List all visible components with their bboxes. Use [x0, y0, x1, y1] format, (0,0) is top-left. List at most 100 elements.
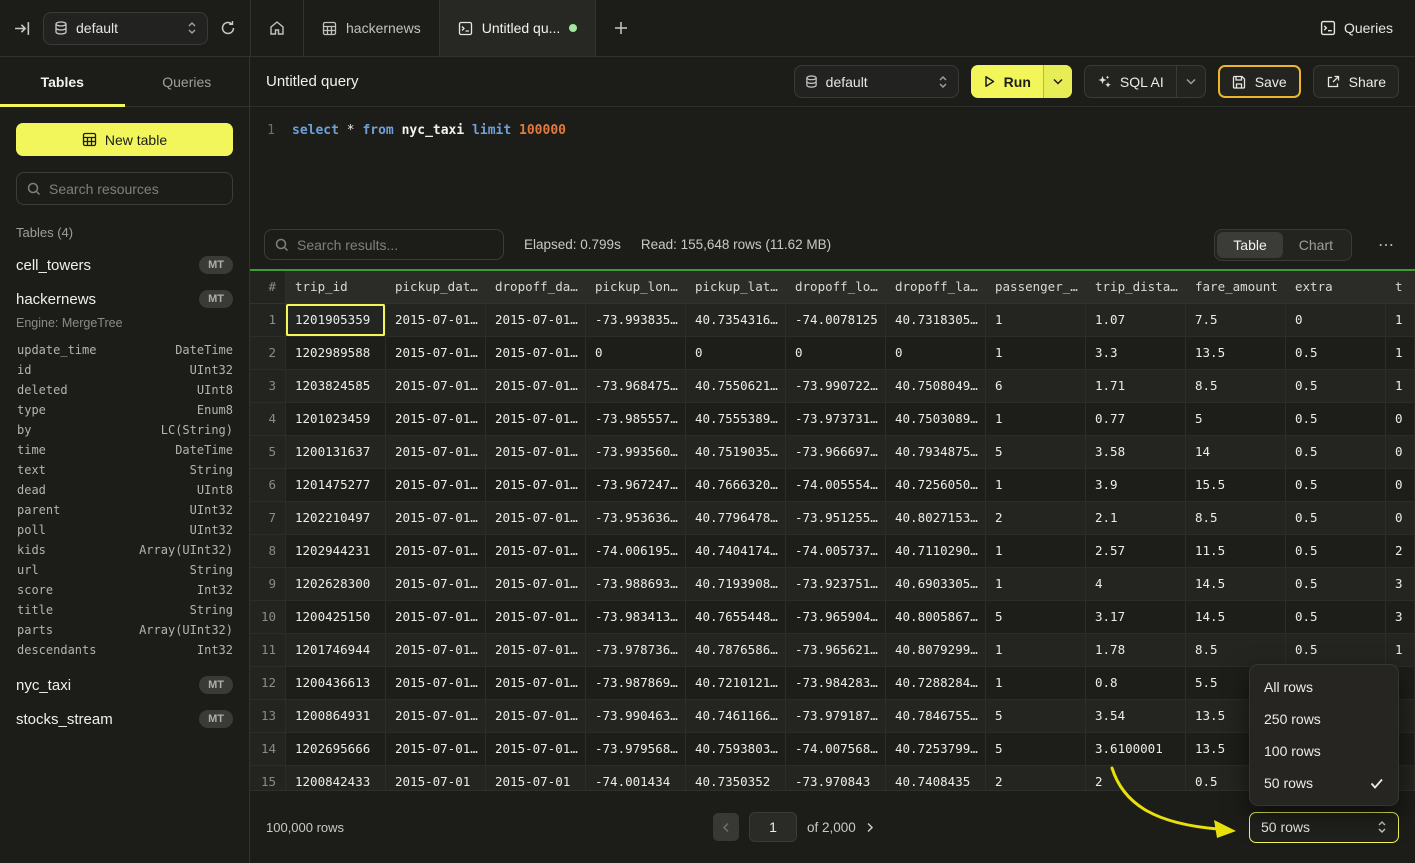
column-header-dropoff_la[interactable]: dropoff_la… — [886, 271, 986, 304]
table-cell[interactable]: 0.5 — [1286, 370, 1386, 403]
table-cell[interactable]: -73.953636… — [586, 502, 686, 535]
table-cell[interactable]: 8.5 — [1186, 502, 1286, 535]
sidebar-tab-tables[interactable]: Tables — [0, 57, 125, 106]
table-cell[interactable]: -73.983413… — [586, 601, 686, 634]
table-cell[interactable]: 7.5 — [1186, 304, 1286, 337]
sidebar-table-cell_towers[interactable]: cell_towersMT — [16, 256, 233, 274]
table-cell[interactable]: 2015-07-01… — [386, 535, 486, 568]
table-cell[interactable]: 2.57 — [1086, 535, 1186, 568]
table-cell[interactable]: 1.78 — [1086, 634, 1186, 667]
column-header-dropoff_lo[interactable]: dropoff_lo… — [786, 271, 886, 304]
table-cell[interactable]: 2015-07-01… — [486, 601, 586, 634]
table-cell[interactable]: 1200131637 — [286, 436, 386, 469]
table-cell[interactable]: 40.7354316… — [686, 304, 786, 337]
table-cell[interactable]: 2015-07-01… — [486, 304, 586, 337]
table-cell[interactable]: 1 — [986, 535, 1086, 568]
table-cell[interactable]: 2015-07-01… — [486, 700, 586, 733]
table-cell[interactable]: -73.970843 — [786, 766, 886, 790]
table-cell[interactable]: 1201905359 — [286, 304, 386, 337]
column-header-trip_id[interactable]: trip_id — [286, 271, 386, 304]
table-cell[interactable]: 2015-07-01… — [386, 502, 486, 535]
table-cell[interactable]: 5 — [986, 733, 1086, 766]
table-cell[interactable]: 40.8079299… — [886, 634, 986, 667]
table-cell[interactable]: 2015-07-01… — [386, 403, 486, 436]
table-cell[interactable]: 2015-07-01… — [486, 502, 586, 535]
table-cell[interactable]: 1201746944 — [286, 634, 386, 667]
table-cell[interactable]: 2015-07-01… — [486, 535, 586, 568]
table-cell[interactable]: 40.7253799… — [886, 733, 986, 766]
table-cell[interactable]: 11.5 — [1186, 535, 1286, 568]
table-cell[interactable]: 1.07 — [1086, 304, 1186, 337]
tab-hackernews[interactable]: hackernews — [304, 0, 440, 56]
table-cell[interactable]: 40.7846755… — [886, 700, 986, 733]
table-cell[interactable]: -73.968475… — [586, 370, 686, 403]
table-cell[interactable]: 1 — [1386, 634, 1415, 667]
table-cell[interactable]: 6 — [986, 370, 1086, 403]
table-cell[interactable]: 0 — [886, 337, 986, 370]
table-cell[interactable]: 2015-07-01… — [486, 667, 586, 700]
table-cell[interactable]: 1202628300 — [286, 568, 386, 601]
table-cell[interactable]: 0.5 — [1286, 337, 1386, 370]
table-cell[interactable]: 40.7666320… — [686, 469, 786, 502]
table-cell[interactable]: 2 — [1386, 535, 1415, 568]
table-cell[interactable]: 40.7408435 — [886, 766, 986, 790]
table-cell[interactable]: 40.8005867… — [886, 601, 986, 634]
table-cell[interactable]: 1202210497 — [286, 502, 386, 535]
table-cell[interactable]: 3.17 — [1086, 601, 1186, 634]
table-cell[interactable]: -74.007568… — [786, 733, 886, 766]
table-cell[interactable]: 2015-07-01… — [386, 370, 486, 403]
page-size-select[interactable]: 50 rows — [1249, 812, 1399, 843]
table-cell[interactable]: -73.979187… — [786, 700, 886, 733]
table-cell[interactable]: -74.001434 — [586, 766, 686, 790]
table-cell[interactable]: 15.5 — [1186, 469, 1286, 502]
tab-home[interactable] — [250, 0, 304, 56]
table-cell[interactable]: 2015-07-01 — [486, 766, 586, 790]
sql-ai-button[interactable]: SQL AI — [1085, 66, 1176, 97]
new-table-button[interactable]: New table — [16, 123, 233, 156]
table-cell[interactable]: 1201023459 — [286, 403, 386, 436]
table-cell[interactable]: 0.5 — [1286, 403, 1386, 436]
table-cell[interactable]: 2015-07-01… — [486, 568, 586, 601]
table-cell[interactable]: -73.988693… — [586, 568, 686, 601]
table-cell[interactable]: 40.7110290… — [886, 535, 986, 568]
page-size-option-250-rows[interactable]: 250 rows — [1250, 703, 1398, 735]
table-cell[interactable]: 2015-07-01… — [486, 403, 586, 436]
table-cell[interactable]: 1.71 — [1086, 370, 1186, 403]
column-header-passenger_[interactable]: passenger_… — [986, 271, 1086, 304]
page-size-option-100-rows[interactable]: 100 rows — [1250, 735, 1398, 767]
table-cell[interactable]: 2015-07-01… — [386, 634, 486, 667]
table-cell[interactable]: -73.973731… — [786, 403, 886, 436]
table-cell[interactable]: 1200864931 — [286, 700, 386, 733]
table-cell[interactable]: 3.6100001 — [1086, 733, 1186, 766]
table-cell[interactable]: 0.5 — [1286, 469, 1386, 502]
queries-button[interactable]: Queries — [1320, 20, 1393, 36]
page-number-input[interactable] — [749, 812, 797, 842]
table-cell[interactable]: 1202944231 — [286, 535, 386, 568]
table-cell[interactable]: 5 — [1186, 403, 1286, 436]
table-cell[interactable]: 40.7404174… — [686, 535, 786, 568]
table-cell[interactable]: 0 — [1386, 436, 1415, 469]
table-cell[interactable]: 2015-07-01… — [386, 337, 486, 370]
table-cell[interactable]: 0.5 — [1286, 436, 1386, 469]
column-header-pickup_lat[interactable]: pickup_lat… — [686, 271, 786, 304]
table-cell[interactable]: 2015-07-01… — [486, 436, 586, 469]
table-cell[interactable]: 40.7934875… — [886, 436, 986, 469]
view-toggle-chart[interactable]: Chart — [1283, 232, 1349, 258]
resource-search-input[interactable] — [49, 181, 222, 197]
table-cell[interactable]: 0.5 — [1286, 601, 1386, 634]
table-cell[interactable]: 2015-07-01… — [486, 634, 586, 667]
share-button[interactable]: Share — [1313, 65, 1399, 98]
table-cell[interactable]: 3.9 — [1086, 469, 1186, 502]
table-cell[interactable]: -73.987869… — [586, 667, 686, 700]
table-cell[interactable]: 40.7550621… — [686, 370, 786, 403]
column-header-dropoff_da[interactable]: dropoff_da… — [486, 271, 586, 304]
tab-untitled-query[interactable]: Untitled qu... — [440, 0, 597, 56]
table-cell[interactable]: 2015-07-01… — [386, 436, 486, 469]
table-cell[interactable]: 0 — [1286, 304, 1386, 337]
table-cell[interactable]: -73.923751… — [786, 568, 886, 601]
new-tab-button[interactable] — [596, 0, 646, 56]
table-cell[interactable]: 0.8 — [1086, 667, 1186, 700]
table-cell[interactable]: 3 — [1386, 568, 1415, 601]
table-cell[interactable]: 40.7193908… — [686, 568, 786, 601]
table-cell[interactable]: 40.8027153… — [886, 502, 986, 535]
